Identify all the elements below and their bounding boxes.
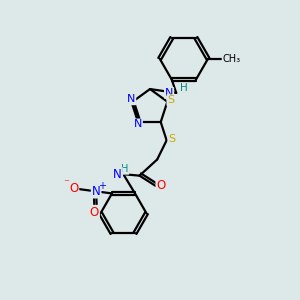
Text: N: N xyxy=(92,184,100,198)
Text: H: H xyxy=(121,164,128,174)
Text: O: O xyxy=(156,179,166,193)
Text: O: O xyxy=(90,206,99,219)
Text: S: S xyxy=(167,95,175,105)
Text: N: N xyxy=(127,94,135,104)
Text: N: N xyxy=(113,168,122,181)
Text: O: O xyxy=(69,182,78,195)
Text: ⁻: ⁻ xyxy=(64,178,70,188)
Text: N: N xyxy=(134,119,142,129)
Text: S: S xyxy=(168,134,175,144)
Text: +: + xyxy=(98,181,106,191)
Text: CH₃: CH₃ xyxy=(223,54,241,64)
Text: H: H xyxy=(180,83,188,94)
Text: N: N xyxy=(165,88,173,98)
